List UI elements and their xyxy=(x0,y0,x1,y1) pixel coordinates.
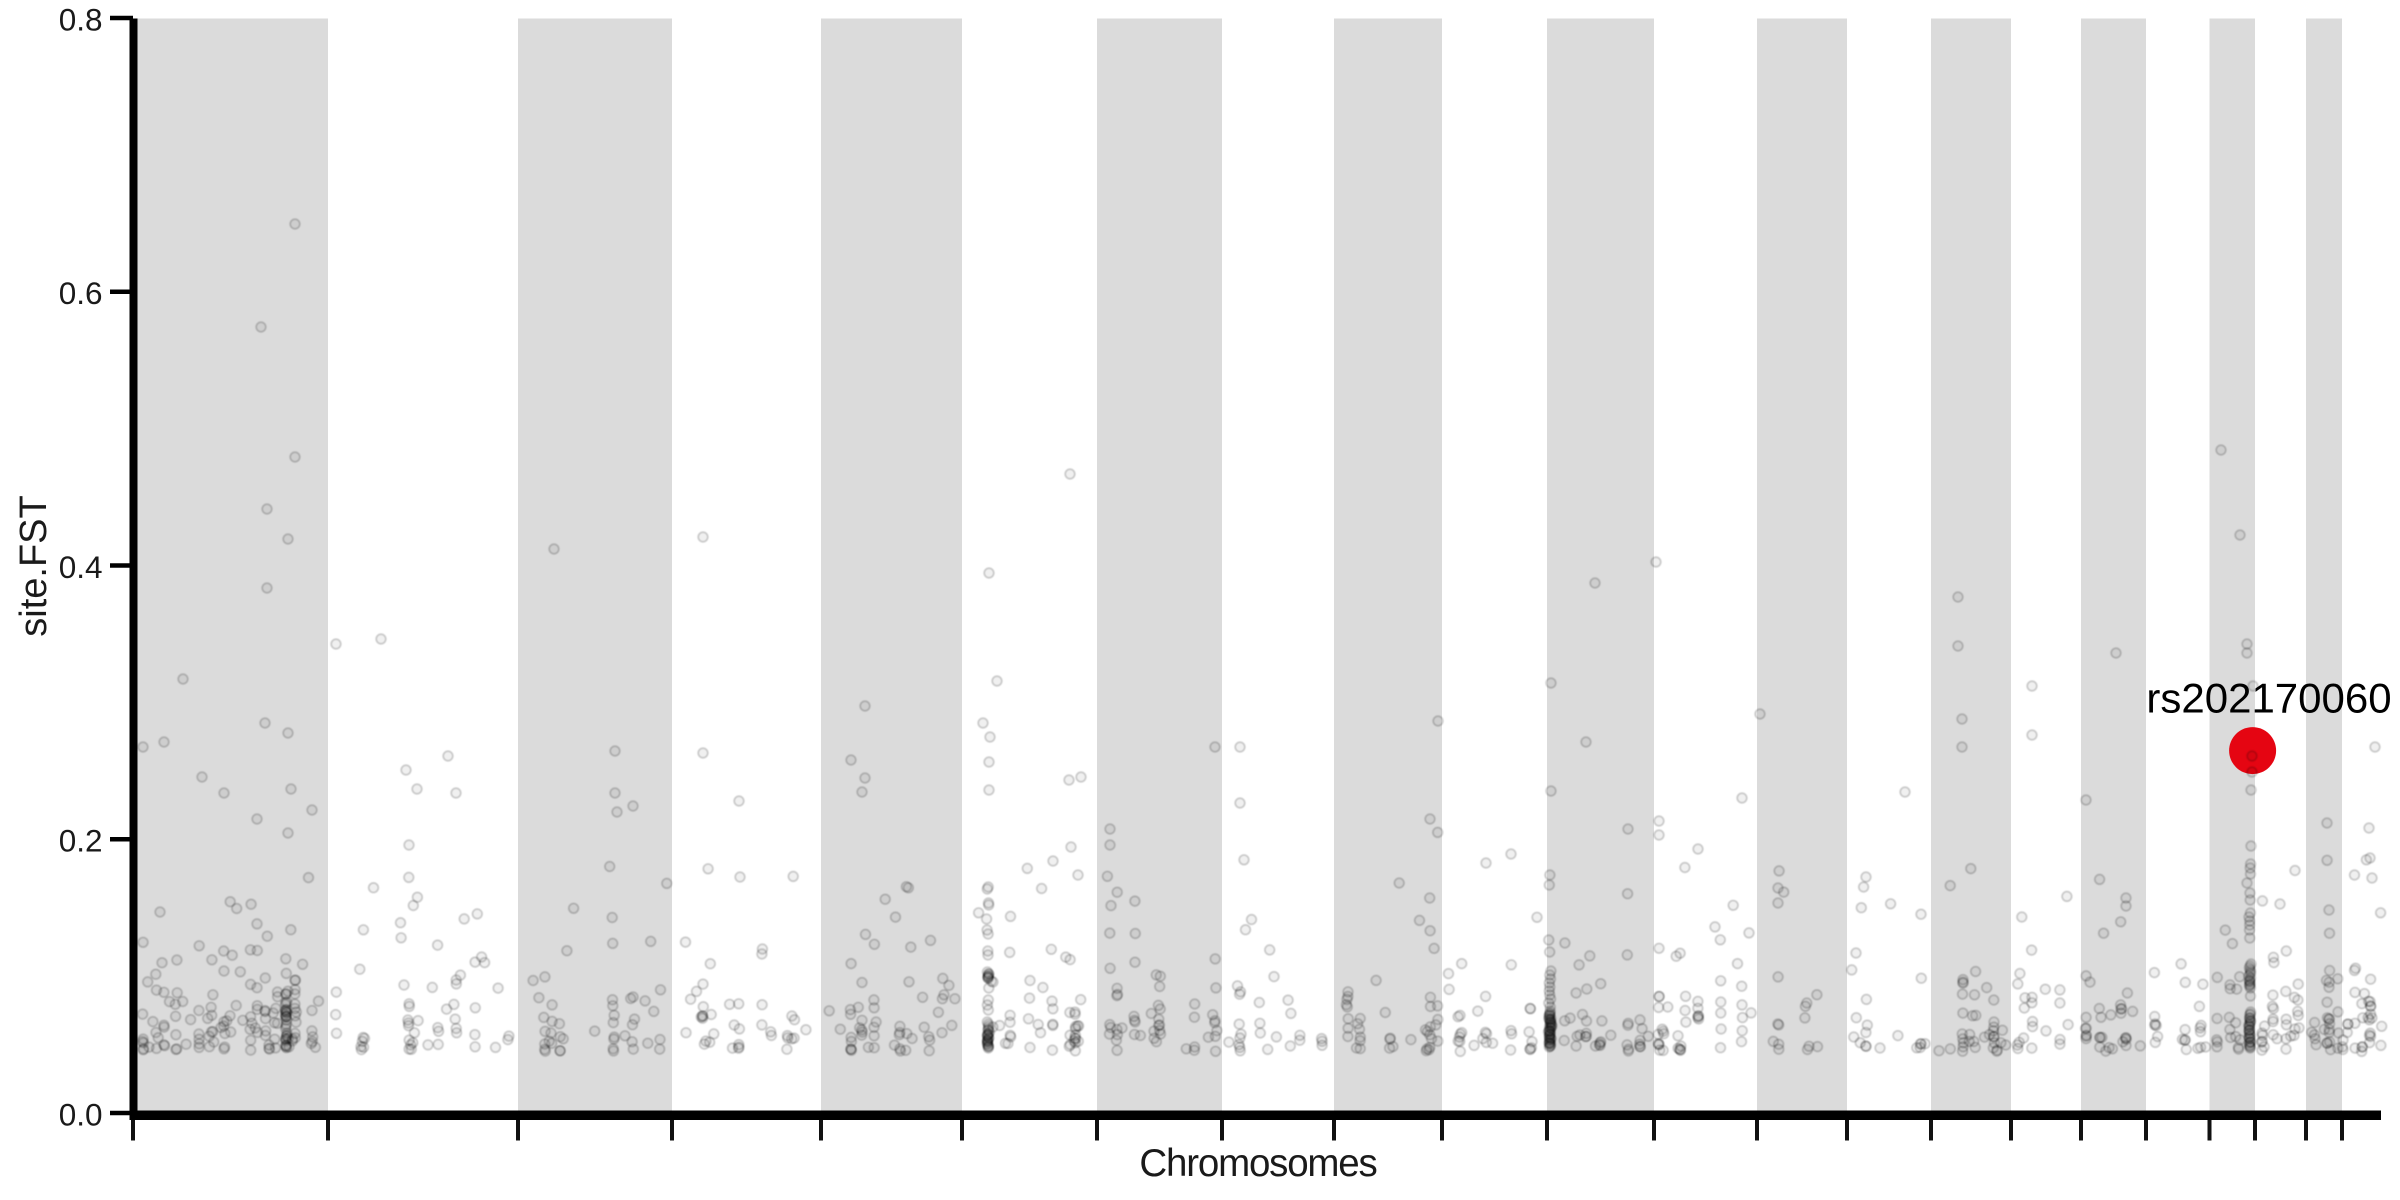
svg-text:site.FST: site.FST xyxy=(13,495,55,636)
svg-text:0.2: 0.2 xyxy=(59,823,103,859)
svg-text:0.6: 0.6 xyxy=(59,275,103,311)
svg-text:0.0: 0.0 xyxy=(59,1096,103,1132)
svg-text:0.4: 0.4 xyxy=(59,549,103,585)
svg-text:rs202170060: rs202170060 xyxy=(2146,675,2391,722)
svg-text:Chromosomes: Chromosomes xyxy=(1139,1142,1376,1185)
svg-text:0.8: 0.8 xyxy=(59,1,103,37)
